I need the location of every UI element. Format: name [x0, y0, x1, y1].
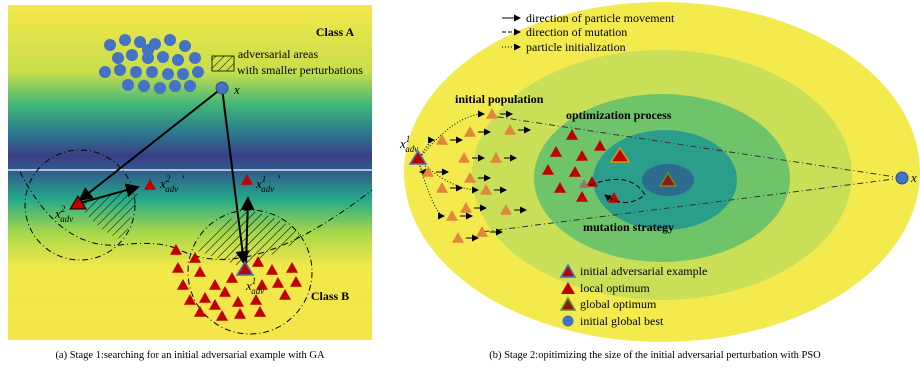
optimization-label: optimization process: [566, 108, 672, 122]
point: [189, 52, 201, 64]
point: [162, 68, 174, 80]
legend-icon: [563, 316, 574, 327]
mutation-label: mutation strategy: [583, 220, 674, 234]
point: [112, 52, 124, 64]
x-label: x: [233, 82, 240, 97]
class-a-label: Class A: [316, 25, 355, 39]
page: {"panel_a": { "class_a": "Class A", "adv…: [0, 0, 920, 371]
caption: (a) Stage 1:searching for an initial adv…: [55, 350, 325, 361]
point: [114, 64, 126, 76]
point: [130, 66, 142, 78]
legend-label: particle initialization: [526, 40, 626, 54]
hatch-legend: [212, 56, 234, 71]
point: [126, 49, 138, 61]
point: [184, 80, 196, 92]
point: [177, 68, 189, 80]
original-sample: [216, 82, 228, 94]
point: [99, 66, 111, 78]
point: [157, 51, 169, 63]
area-label: adversarial areas: [238, 47, 319, 61]
x-label: x: [910, 170, 917, 185]
area-label: with smaller perturbations: [237, 63, 363, 77]
legend-label: direction of mutation: [526, 25, 627, 39]
legend-label: direction of particle movement: [526, 11, 675, 25]
legend-label: local optimum: [580, 281, 650, 295]
point: [146, 66, 158, 78]
point: [172, 54, 184, 66]
caption: (b) Stage 2:opitimizing the size of the …: [489, 350, 821, 361]
legend-label: initial adversarial example: [580, 264, 707, 278]
point: [192, 66, 204, 78]
point: [179, 40, 191, 52]
point: [119, 34, 131, 46]
global-best: [896, 172, 908, 184]
legend-label: global optimum: [580, 297, 657, 311]
legend-label: initial global best: [580, 314, 664, 328]
initial-population-label: initial population: [455, 92, 544, 106]
point: [104, 39, 116, 51]
point: [142, 44, 154, 56]
figure: Class A adversarial areas with smaller p…: [0, 0, 920, 371]
point: [169, 80, 181, 92]
point: [154, 82, 166, 94]
point: [164, 34, 176, 46]
point: [122, 79, 134, 91]
point: [138, 80, 150, 92]
class-b-label: Class B: [311, 289, 349, 303]
